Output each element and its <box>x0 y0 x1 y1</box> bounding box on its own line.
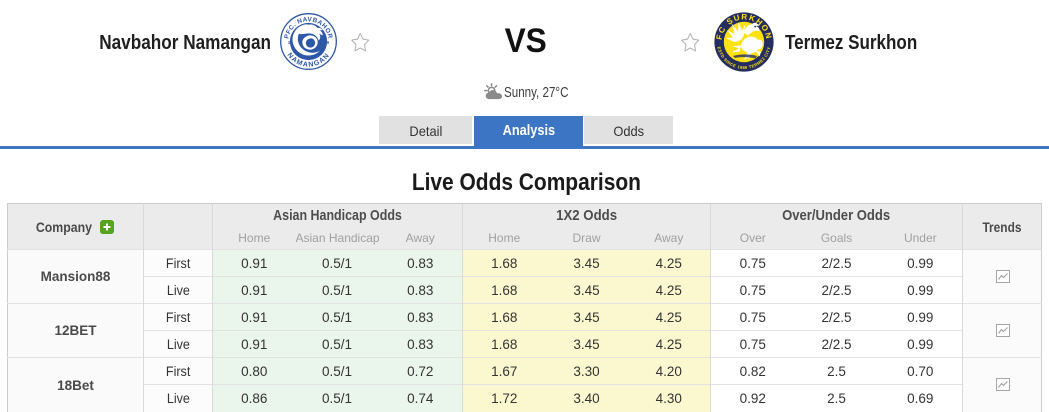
svg-text:79: 79 <box>324 40 330 45</box>
svg-text:19: 19 <box>288 40 294 45</box>
